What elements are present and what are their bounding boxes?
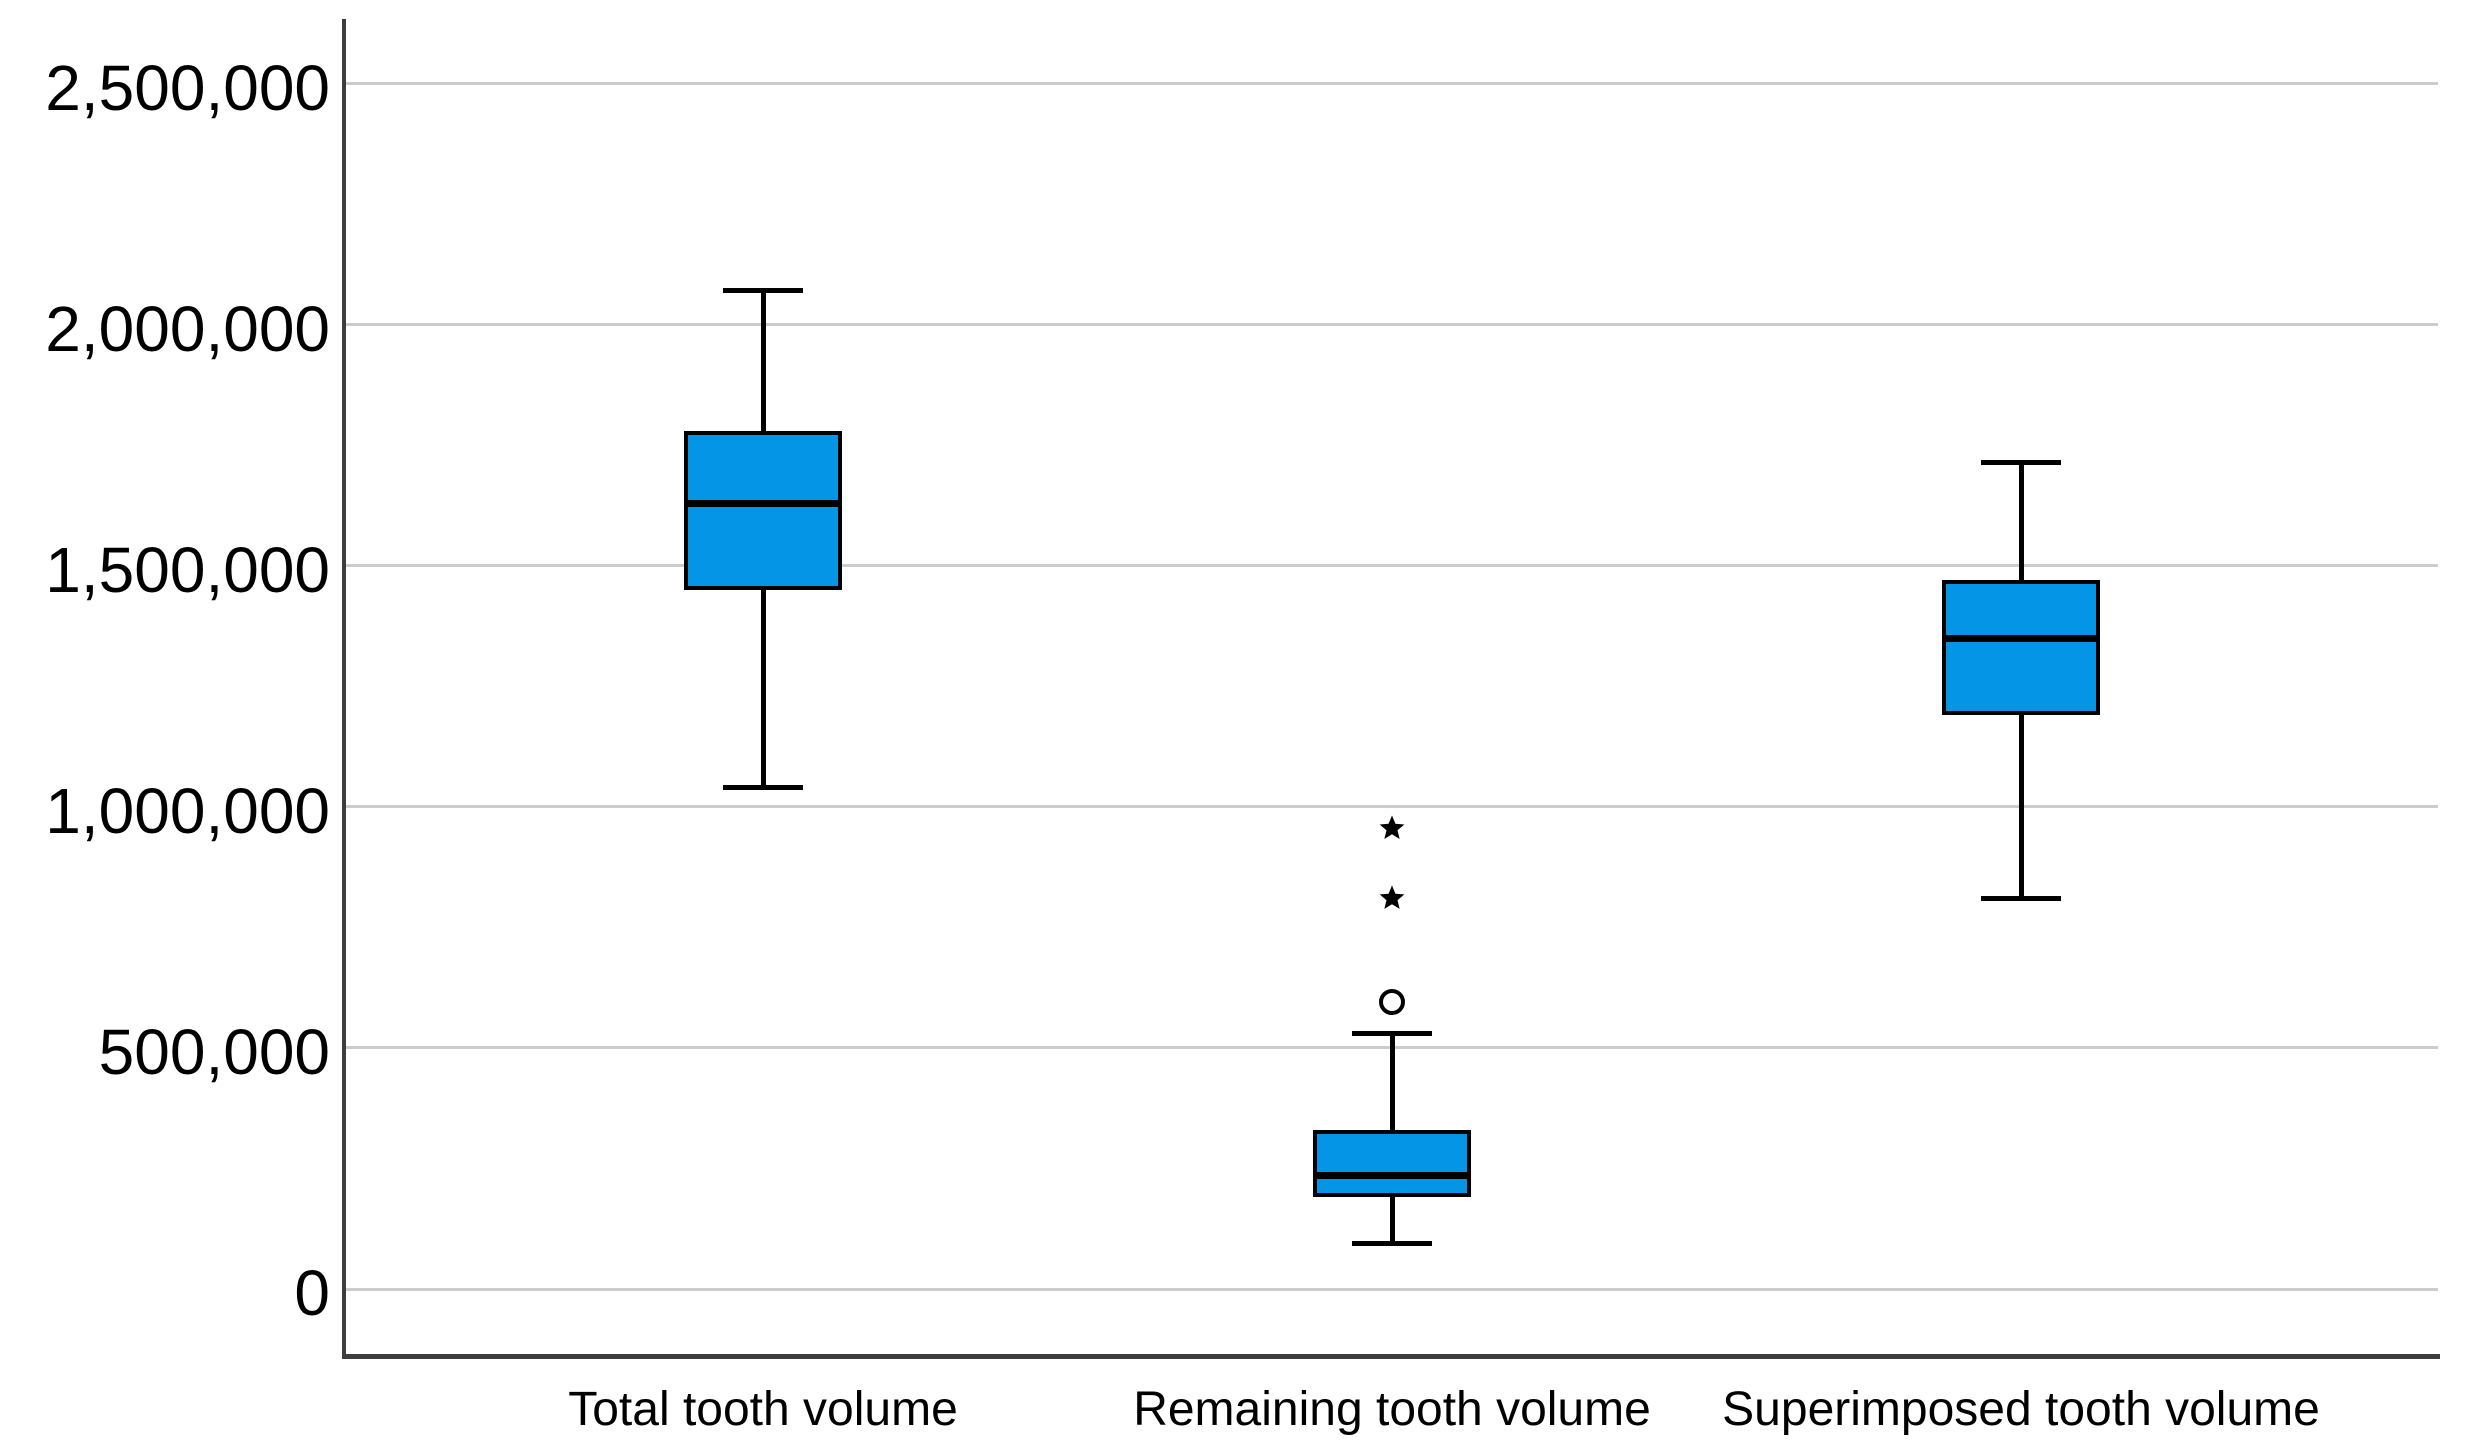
whisker-cap-max xyxy=(1981,459,2061,465)
gridline xyxy=(346,323,2438,327)
whisker-line-lower xyxy=(2018,715,2024,899)
whisker-line-lower xyxy=(1389,1197,1395,1244)
iqr-box xyxy=(1313,1129,1471,1198)
category-label: Remaining tooth volume xyxy=(1133,1383,1651,1436)
iqr-box xyxy=(684,430,842,590)
y-tick-label: 500,000 xyxy=(98,1015,330,1088)
iqr-box xyxy=(1942,580,2100,716)
y-tick-label: 2,000,000 xyxy=(45,292,330,365)
y-axis-line-segment xyxy=(342,19,346,1359)
gridline xyxy=(346,564,2438,568)
median-line xyxy=(684,499,842,507)
y-tick-label: 2,500,000 xyxy=(45,51,330,124)
extreme-star-marker xyxy=(1379,815,1405,840)
whisker-line-upper xyxy=(1389,1033,1395,1130)
median-line xyxy=(1313,1172,1471,1180)
whisker-line-upper xyxy=(760,290,766,431)
x-axis-line-segment xyxy=(342,1354,2440,1359)
extreme-star-marker xyxy=(1379,885,1405,909)
whisker-line-lower xyxy=(760,589,766,788)
median-line xyxy=(1942,634,2100,642)
whisker-cap-min xyxy=(1352,1240,1432,1246)
y-tick-label: 0 xyxy=(294,1257,330,1329)
category-label: Total tooth volume xyxy=(568,1383,958,1436)
gridline xyxy=(346,1287,2438,1291)
whisker-cap-min xyxy=(723,785,803,790)
whisker-cap-max xyxy=(1352,1030,1432,1036)
y-tick-label: 1,000,000 xyxy=(45,774,330,847)
gridline xyxy=(346,805,2438,809)
whisker-line-upper xyxy=(2018,462,2024,581)
whisker-cap-max xyxy=(723,288,803,294)
gridline xyxy=(346,82,2438,85)
outlier-circle-marker xyxy=(1379,989,1405,1016)
y-tick-label: 1,500,000 xyxy=(45,533,330,606)
whisker-cap-min xyxy=(1981,895,2061,901)
category-label: Superimposed tooth volume xyxy=(1722,1383,2320,1436)
